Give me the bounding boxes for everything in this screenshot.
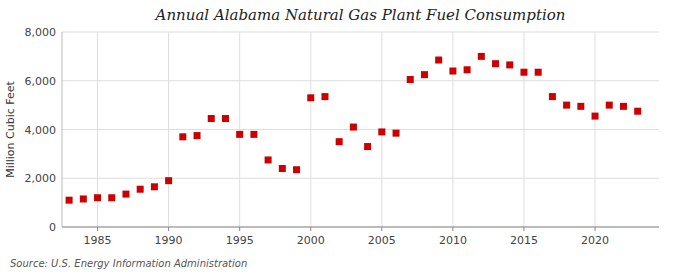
point xyxy=(393,130,400,137)
point xyxy=(435,57,442,64)
point xyxy=(563,102,570,109)
point xyxy=(293,166,300,173)
x-tick xyxy=(523,227,524,231)
x-tick xyxy=(239,227,240,231)
ticks: 0 2,000 4,000 6,000 8,000 1985 1990 1995 2000 200… xyxy=(25,26,610,247)
y-tick-label: 2,000 xyxy=(25,172,57,185)
point xyxy=(208,115,215,122)
x-grid-line xyxy=(452,32,453,227)
x-tick-label: 1995 xyxy=(226,234,254,247)
point xyxy=(577,103,584,110)
point xyxy=(194,132,201,139)
point xyxy=(66,197,73,204)
point xyxy=(520,69,527,76)
x-tick xyxy=(595,227,596,231)
point xyxy=(222,115,229,122)
point xyxy=(506,61,513,68)
x-tick xyxy=(168,227,169,231)
point xyxy=(307,94,314,101)
point xyxy=(336,138,343,145)
y-grid-line xyxy=(62,178,659,179)
y-tick-label: 8,000 xyxy=(25,26,57,39)
point xyxy=(122,191,129,198)
x-tick-label: 2005 xyxy=(368,234,396,247)
point xyxy=(321,93,328,100)
point xyxy=(165,177,172,184)
point xyxy=(407,76,414,83)
point xyxy=(236,131,243,138)
x-tick xyxy=(97,227,98,231)
point xyxy=(250,131,257,138)
y-grid-line xyxy=(62,227,659,228)
y-tick-label: 0 xyxy=(49,221,56,234)
y-axis-label: Million Cubic Feet xyxy=(4,80,17,177)
title: Annual Alabama Natural Gas Plant Fuel Co… xyxy=(154,6,566,24)
point xyxy=(279,165,286,172)
point xyxy=(478,53,485,60)
point xyxy=(94,194,101,201)
x-grid-line xyxy=(595,32,596,227)
point xyxy=(449,68,456,75)
x-tick-label: 2020 xyxy=(581,234,609,247)
x-grid-line xyxy=(523,32,524,227)
x-tick-label: 1985 xyxy=(84,234,112,247)
point xyxy=(592,113,599,120)
point xyxy=(108,194,115,201)
point xyxy=(179,133,186,140)
x-tick xyxy=(452,227,453,231)
chart: 0 2,000 4,000 6,000 8,000 1985 1990 1995 2000 200… xyxy=(0,0,675,275)
x-tick xyxy=(381,227,382,231)
y-grid-line xyxy=(62,80,659,81)
point xyxy=(620,103,627,110)
point xyxy=(634,108,641,115)
point xyxy=(606,102,613,109)
x-tick-label: 2000 xyxy=(297,234,325,247)
point xyxy=(151,183,158,190)
point xyxy=(492,60,499,67)
point xyxy=(265,156,272,163)
point xyxy=(535,69,542,76)
y-grid-line xyxy=(62,32,659,33)
y-axis-line xyxy=(62,32,63,227)
y-tick-label: 6,000 xyxy=(25,75,57,88)
x-grid-line xyxy=(239,32,240,227)
x-grid-line xyxy=(168,32,169,227)
x-tick xyxy=(310,227,311,231)
point xyxy=(464,66,471,73)
y-tick-label: 4,000 xyxy=(25,124,57,137)
grid xyxy=(62,32,659,227)
points xyxy=(66,53,642,204)
x-tick-label: 1990 xyxy=(155,234,183,247)
source-note: Source: U.S. Energy Information Administ… xyxy=(10,258,247,269)
point xyxy=(421,71,428,78)
x-tick-label: 2010 xyxy=(439,234,467,247)
x-axis-line xyxy=(62,227,659,228)
point xyxy=(350,124,357,131)
y-grid-line xyxy=(62,129,659,130)
point xyxy=(378,128,385,135)
x-tick-label: 2015 xyxy=(510,234,538,247)
point xyxy=(549,93,556,100)
point xyxy=(137,186,144,193)
x-grid-line xyxy=(310,32,311,227)
point xyxy=(364,143,371,150)
point xyxy=(80,195,87,202)
